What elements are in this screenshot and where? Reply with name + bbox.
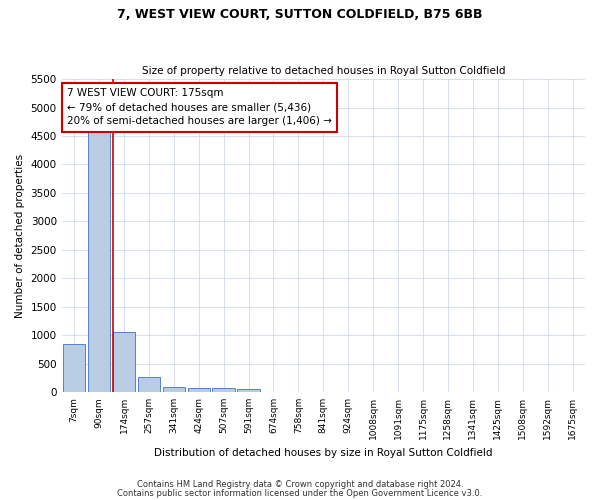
Bar <box>163 387 185 392</box>
Bar <box>63 344 85 392</box>
Title: Size of property relative to detached houses in Royal Sutton Coldfield: Size of property relative to detached ho… <box>142 66 505 76</box>
Text: Contains public sector information licensed under the Open Government Licence v3: Contains public sector information licen… <box>118 488 482 498</box>
Text: 7, WEST VIEW COURT, SUTTON COLDFIELD, B75 6BB: 7, WEST VIEW COURT, SUTTON COLDFIELD, B7… <box>117 8 483 20</box>
Text: Contains HM Land Registry data © Crown copyright and database right 2024.: Contains HM Land Registry data © Crown c… <box>137 480 463 489</box>
Bar <box>88 129 110 392</box>
Bar <box>238 390 260 392</box>
Y-axis label: Number of detached properties: Number of detached properties <box>15 154 25 318</box>
Bar <box>137 377 160 392</box>
X-axis label: Distribution of detached houses by size in Royal Sutton Coldfield: Distribution of detached houses by size … <box>154 448 493 458</box>
Bar <box>113 332 135 392</box>
Text: 7 WEST VIEW COURT: 175sqm
← 79% of detached houses are smaller (5,436)
20% of se: 7 WEST VIEW COURT: 175sqm ← 79% of detac… <box>67 88 332 126</box>
Bar <box>212 388 235 392</box>
Bar <box>188 388 210 392</box>
